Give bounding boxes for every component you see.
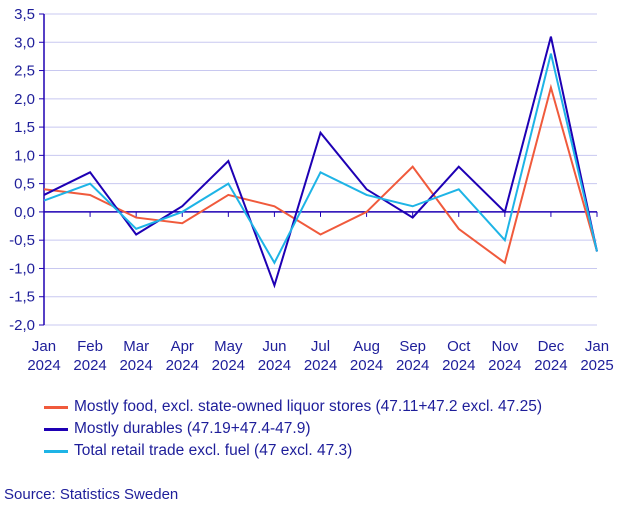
x-tick-label-month: Jan (585, 338, 609, 355)
y-tick-label: -2,0 (9, 317, 35, 334)
y-tick-label: 3,5 (14, 6, 35, 23)
x-tick-label-month: Jul (311, 338, 330, 355)
x-tick-label-month: Nov (491, 338, 518, 355)
y-tick-label: 0,0 (14, 204, 35, 221)
legend-label: Total retail trade excl. fuel (47 excl. … (74, 442, 353, 459)
x-tick-label-year: 2024 (73, 357, 106, 374)
x-tick-label-year: 2024 (488, 357, 521, 374)
legend-item: Total retail trade excl. fuel (47 excl. … (44, 440, 542, 462)
y-tick-label: -0,5 (9, 232, 35, 249)
x-tick-label-month: Dec (538, 338, 565, 355)
x-tick-label-month: May (214, 338, 243, 355)
x-tick-label-month: Jan (32, 338, 56, 355)
legend-label: Mostly durables (47.19+47.4-47.9) (74, 420, 311, 437)
legend-label: Mostly food, excl. state-owned liquor st… (74, 398, 542, 415)
source-note: Source: Statistics Sweden (4, 486, 179, 503)
x-tick-label-year: 2024 (396, 357, 429, 374)
line-chart: 3,5 3,0 2,5 2,0 1,5 1,0 0,5 0,0 -0,5 -1,0 -1,5 -2,0… (9, 6, 614, 374)
y-tick-label: -1,0 (9, 260, 35, 277)
x-tick-label-year: 2024 (350, 357, 383, 374)
y-tick-label: -1,5 (9, 289, 35, 306)
legend-swatch (44, 449, 68, 453)
x-tick-label-month: Feb (77, 338, 103, 355)
y-tick-label: 0,5 (14, 176, 35, 193)
y-tick-label: 2,5 (14, 63, 35, 80)
x-tick-label-month: Mar (123, 338, 149, 355)
legend-item: Mostly durables (47.19+47.4-47.9) (44, 418, 542, 440)
legend-item: Mostly food, excl. state-owned liquor st… (44, 396, 542, 418)
x-tick-label-year: 2024 (119, 357, 152, 374)
x-tick-label-month: Jun (262, 338, 286, 355)
x-tick-label-year: 2024 (442, 357, 475, 374)
x-tick-label-month: Aug (353, 338, 380, 355)
x-tick-label-month: Apr (171, 338, 194, 355)
x-tick-label-year: 2025 (580, 357, 613, 374)
y-tick-label: 1,0 (14, 147, 35, 164)
x-tick-label-year: 2024 (258, 357, 291, 374)
x-tick-label-year: 2024 (304, 357, 337, 374)
legend-swatch (44, 405, 68, 409)
legend: Mostly food, excl. state-owned liquor st… (44, 396, 542, 462)
y-tick-label: 3,0 (14, 34, 35, 51)
x-tick-label-year: 2024 (166, 357, 199, 374)
x-tick-label-year: 2024 (212, 357, 245, 374)
series-line (43, 36, 598, 289)
x-tick-label-month: Sep (399, 338, 426, 355)
x-tick-label-month: Oct (447, 338, 471, 355)
y-tick-label: 1,5 (14, 119, 35, 136)
x-tick-label-year: 2024 (534, 357, 567, 374)
y-tick-label: 2,0 (14, 91, 35, 108)
legend-swatch (44, 427, 68, 431)
x-tick-label-year: 2024 (27, 357, 60, 374)
